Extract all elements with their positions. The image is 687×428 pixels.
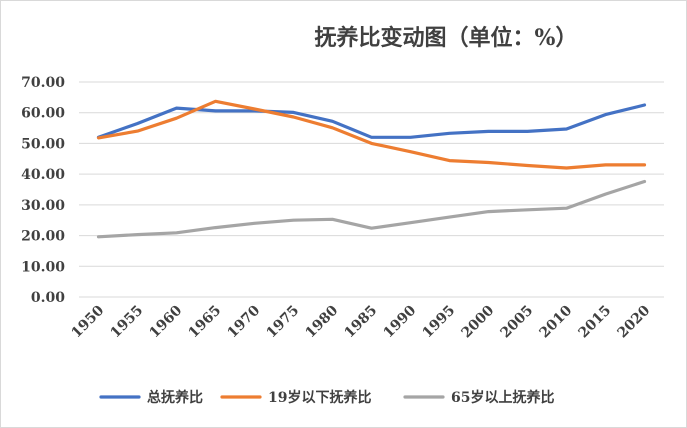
legend-label: 19岁以下抚养比 [268,389,371,406]
x-tick-label: 2000 [458,302,497,341]
x-tick-label: 2015 [575,303,614,342]
legend-label: 65岁以上抚养比 [451,389,554,406]
series-line-1 [96,99,647,170]
legend-label: 总抚养比 [147,389,203,406]
x-tick-label: 1985 [341,303,380,342]
y-tick-label: 30.00 [21,198,65,214]
y-axis-ticks: 0.00 10.00 20.00 30.00 40.00 50.00 60.00 70.00 [21,75,65,306]
x-tick-label: 1960 [146,302,185,341]
x-tick-label: 1995 [419,303,458,342]
x-tick-label: 1990 [380,302,419,341]
y-tick-label: 60.00 [21,106,65,122]
x-tick-label: 1950 [68,302,107,341]
y-tick-label: 20.00 [21,229,65,245]
x-axis-ticks: 1950 1955 1960 1965 1970 1975 1980 1985 1990 1995… [68,302,653,341]
y-tick-label: 0.00 [31,290,65,306]
x-tick-label: 2020 [614,302,653,341]
x-tick-label: 1965 [185,303,224,342]
y-tick-label: 50.00 [21,136,65,152]
x-tick-label: 1975 [263,303,302,342]
x-tick-label: 1955 [107,303,146,342]
series-line-2 [96,179,647,239]
chart-title: 抚养比变动图（单位：%） [315,25,578,51]
y-tick-label: 40.00 [21,167,65,183]
legend: 总抚养比 19岁以下抚养比 65岁以上抚养比 [99,389,554,406]
x-tick-label: 2005 [497,303,536,342]
y-tick-label: 70.00 [21,75,65,91]
x-tick-label: 1980 [302,302,341,341]
y-tick-label: 10.00 [21,259,65,275]
x-tick-label: 1970 [224,302,263,341]
x-tick-label: 2010 [536,302,575,341]
gridlines [79,81,664,298]
series-lines [96,99,647,239]
series-line-0 [96,103,647,139]
